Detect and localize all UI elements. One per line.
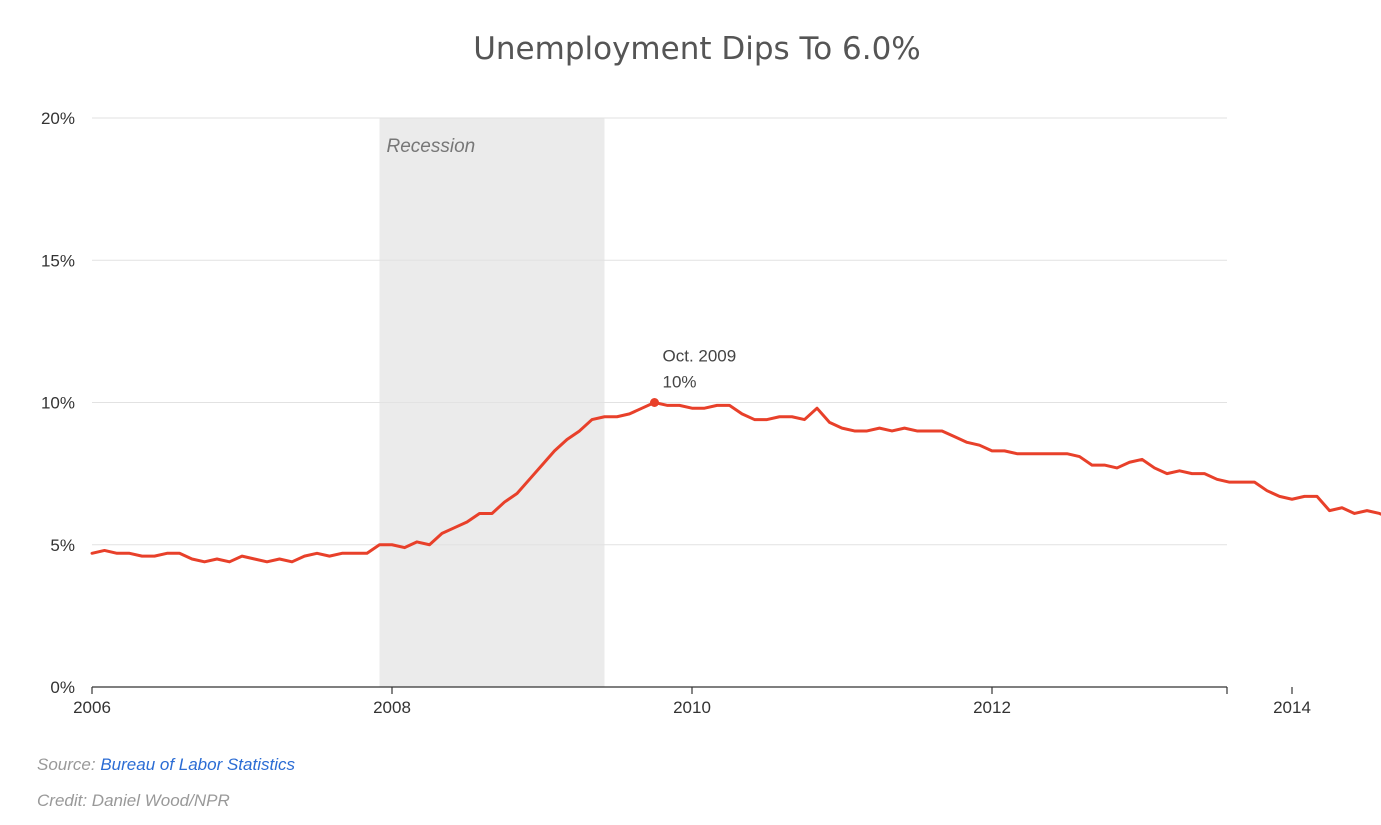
source-line: Source: Bureau of Labor Statistics	[37, 755, 295, 775]
grid-lines	[92, 117, 1227, 546]
x-tick-label: 2006	[73, 698, 111, 717]
y-tick-label: 15%	[41, 251, 75, 270]
chart-title: Unemployment Dips To 6.0%	[473, 31, 921, 67]
x-axis: 20062008201020122014201620182020	[73, 686, 1311, 717]
y-tick-label: 20%	[41, 109, 75, 128]
series-line-layer	[90, 401, 1381, 564]
credit-line: Credit: Daniel Wood/NPR	[37, 791, 230, 810]
source-link[interactable]: Bureau of Labor Statistics	[100, 755, 295, 774]
series-line-1	[90, 401, 1381, 564]
x-tick-label: 2008	[373, 698, 411, 717]
y-tick-label: 0%	[50, 678, 75, 697]
x-tick-label: 2014	[1273, 698, 1311, 717]
annotation-label: Oct. 2009	[663, 347, 737, 366]
x-tick-label: 2012	[973, 698, 1011, 717]
y-tick-label: 10%	[41, 394, 75, 413]
annotation-value: 10%	[663, 373, 697, 392]
annotation-dot	[650, 398, 659, 407]
recession-label: Recession	[387, 136, 476, 157]
x-tick-label: 2010	[673, 698, 711, 717]
y-axis-ticks: 0% 5% 10% 15% 20%	[41, 109, 75, 697]
y-tick-label: 5%	[50, 536, 75, 555]
source-prefix: Source:	[37, 755, 96, 774]
